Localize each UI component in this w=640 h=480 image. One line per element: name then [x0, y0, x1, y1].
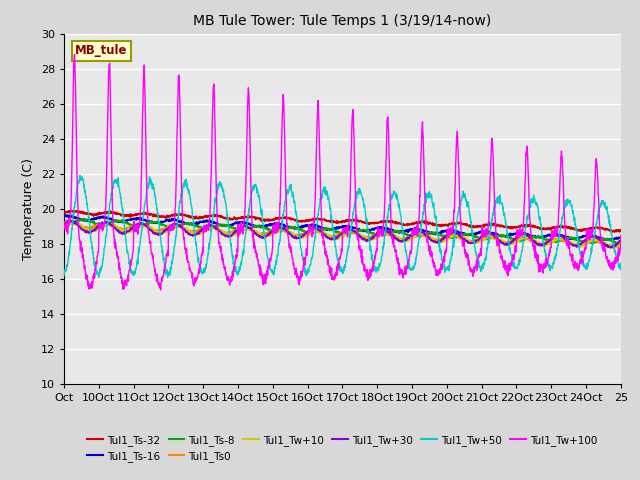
Tul1_Tw+30 [60, 222, 68, 228]
Tul1_Tw+50 [89, 250, 97, 255]
Tul1_Tw+30 [316, 228, 324, 234]
Tul1_Ts-8 [601, 237, 609, 242]
Tul1_Tw+100 [60, 226, 68, 232]
Tul1_Ts0 [316, 229, 324, 235]
Tul1_Tw+30 [617, 238, 625, 244]
Line: Tul1_Ts-32: Tul1_Ts-32 [64, 210, 621, 232]
Tul1_Ts-16 [316, 225, 324, 230]
Tul1_Tw+50 [602, 205, 609, 211]
Tul1_Tw+30 [68, 218, 76, 224]
Tul1_Ts0 [89, 224, 97, 230]
Tul1_Tw+10 [316, 228, 324, 234]
Tul1_Ts-8 [331, 228, 339, 234]
Tul1_Ts-32 [617, 227, 625, 233]
Tul1_Tw+100 [499, 258, 507, 264]
Tul1_Ts-8 [316, 228, 324, 233]
Tul1_Tw+10 [70, 219, 77, 225]
Tul1_Ts-16 [617, 234, 625, 240]
Tul1_Tw+100 [157, 287, 164, 293]
Tul1_Tw+50 [617, 267, 625, 273]
Tul1_Tw+30 [499, 240, 506, 246]
Tul1_Ts0 [499, 240, 506, 246]
Tul1_Ts-16 [331, 226, 339, 231]
Line: Tul1_Ts-8: Tul1_Ts-8 [64, 219, 621, 244]
Tul1_Ts-32 [67, 207, 74, 213]
Line: Tul1_Tw+100: Tul1_Tw+100 [64, 54, 621, 290]
Text: MB_tule: MB_tule [75, 44, 127, 57]
Tul1_Ts0 [601, 242, 609, 248]
Tul1_Tw+10 [601, 240, 609, 246]
Tul1_Tw+100 [89, 281, 97, 287]
Tul1_Tw+10 [611, 245, 618, 251]
Tul1_Ts-16 [89, 216, 97, 222]
Tul1_Tw+30 [601, 243, 609, 249]
Tul1_Tw+50 [499, 204, 507, 210]
Tul1_Ts0 [60, 221, 68, 227]
Tul1_Tw+10 [89, 228, 97, 233]
Tul1_Ts-32 [601, 226, 609, 232]
Tul1_Tw+50 [601, 200, 609, 205]
Title: MB Tule Tower: Tule Temps 1 (3/19/14-now): MB Tule Tower: Tule Temps 1 (3/19/14-now… [193, 14, 492, 28]
Tul1_Tw+10 [601, 240, 609, 246]
Tul1_Tw+100 [317, 189, 324, 195]
Tul1_Ts0 [601, 242, 609, 248]
Tul1_Tw+100 [71, 51, 79, 57]
Tul1_Tw+10 [331, 236, 339, 241]
Tul1_Ts0 [606, 244, 614, 250]
Tul1_Tw+50 [60, 273, 68, 279]
Legend: Tul1_Ts-32, Tul1_Ts-16, Tul1_Ts-8, Tul1_Ts0, Tul1_Tw+10, Tul1_Tw+30, Tul1_Tw+50,: Tul1_Ts-32, Tul1_Ts-16, Tul1_Ts-8, Tul1_… [88, 435, 597, 462]
Line: Tul1_Tw+30: Tul1_Tw+30 [64, 221, 621, 248]
Tul1_Ts-32 [601, 227, 609, 232]
Tul1_Tw+100 [602, 246, 609, 252]
Tul1_Ts-16 [64, 212, 72, 218]
Tul1_Ts-16 [601, 237, 609, 243]
Tul1_Ts-16 [604, 238, 612, 243]
Tul1_Ts-8 [60, 220, 68, 226]
Tul1_Ts-32 [316, 217, 324, 223]
Tul1_Tw+10 [499, 238, 506, 244]
Tul1_Ts-8 [499, 233, 506, 239]
Tul1_Tw+30 [601, 241, 609, 247]
Tul1_Ts-32 [499, 223, 506, 228]
Tul1_Ts-32 [331, 220, 339, 226]
Tul1_Tw+50 [76, 173, 84, 179]
Tul1_Tw+100 [601, 248, 609, 254]
Tul1_Ts-32 [611, 229, 618, 235]
Tul1_Ts0 [617, 240, 625, 245]
Tul1_Tw+100 [332, 274, 339, 280]
Tul1_Ts-16 [499, 233, 506, 239]
Tul1_Tw+50 [164, 275, 172, 280]
Tul1_Ts0 [331, 232, 339, 238]
Tul1_Ts-8 [601, 236, 609, 242]
Tul1_Ts-32 [89, 211, 97, 217]
Line: Tul1_Tw+10: Tul1_Tw+10 [64, 222, 621, 248]
Tul1_Tw+10 [617, 241, 625, 247]
Y-axis label: Temperature (C): Temperature (C) [22, 158, 35, 260]
Tul1_Tw+50 [317, 197, 324, 203]
Tul1_Tw+30 [331, 235, 339, 241]
Line: Tul1_Ts0: Tul1_Ts0 [64, 221, 621, 247]
Tul1_Tw+30 [89, 228, 97, 234]
Tul1_Ts-16 [60, 215, 68, 221]
Line: Tul1_Tw+50: Tul1_Tw+50 [64, 176, 621, 277]
Tul1_Ts-16 [601, 237, 609, 242]
Tul1_Ts0 [66, 218, 74, 224]
Tul1_Ts-8 [616, 241, 624, 247]
Tul1_Ts-8 [89, 219, 97, 225]
Tul1_Ts-8 [617, 240, 625, 246]
Tul1_Tw+100 [617, 232, 625, 238]
Tul1_Tw+10 [60, 225, 68, 231]
Tul1_Tw+30 [607, 245, 614, 251]
Line: Tul1_Ts-16: Tul1_Ts-16 [64, 215, 621, 240]
Tul1_Ts-32 [60, 211, 68, 216]
Tul1_Ts-8 [81, 216, 89, 222]
Tul1_Tw+50 [332, 244, 339, 250]
